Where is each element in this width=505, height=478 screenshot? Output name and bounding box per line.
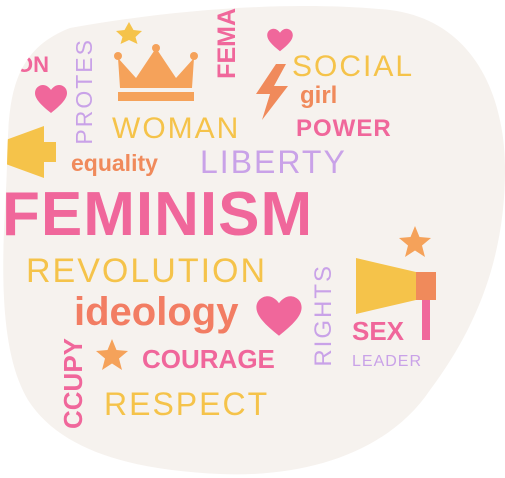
word-rights: RIGHTS	[310, 264, 337, 367]
star-icon	[110, 22, 148, 44]
word-protest: PROTES	[71, 38, 97, 145]
word-liberty: LIBERTY	[200, 144, 347, 180]
word-equality: equality	[71, 150, 158, 176]
word-sex: SEX	[352, 316, 405, 346]
megaphone-icon	[0, 124, 58, 180]
word-respect: RESPECT	[104, 386, 270, 422]
star-icon	[95, 339, 129, 371]
word-fema: FEMA	[213, 8, 241, 79]
word-power: POWER	[296, 115, 392, 142]
word-feminism: FEMINISM	[2, 180, 314, 249]
star-icon	[398, 226, 432, 258]
word-courage: COURAGE	[142, 344, 275, 374]
crown-icon	[114, 44, 198, 102]
heart-icon	[255, 294, 303, 338]
megaphone-icon	[352, 254, 442, 340]
word-leader: LEADER	[352, 353, 423, 370]
lightning-icon	[252, 64, 292, 120]
word-ideology: ideology	[74, 290, 239, 334]
word-girl: girl	[300, 82, 338, 109]
heart-icon	[34, 84, 68, 114]
word-social: SOCIAL	[292, 50, 415, 83]
heart-icon	[266, 28, 294, 52]
word-woman: WOMAN	[112, 112, 241, 145]
word-revolution: REVOLUTION	[26, 252, 268, 290]
word-occupy: CCUPY	[58, 338, 88, 430]
